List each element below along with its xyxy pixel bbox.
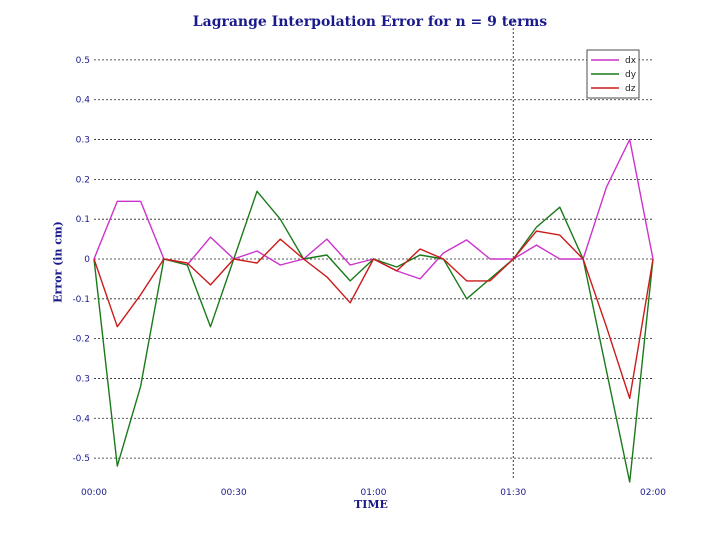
y-tick-label: -0.4 — [72, 414, 90, 424]
x-tick-label: 01:00 — [361, 488, 387, 498]
y-tick-label: 0 — [84, 255, 90, 265]
x-tick-label: 00:00 — [81, 488, 107, 498]
legend-label-dz: dz — [625, 84, 636, 94]
series-line-dx — [93, 138, 654, 280]
y-tick-label: 0.3 — [76, 374, 90, 384]
y-tick-label: 0.5 — [76, 56, 90, 66]
chart-title: Lagrange Interpolation Error for n = 9 t… — [192, 14, 548, 30]
y-tick-label: 0.4 — [76, 96, 91, 106]
legend-label-dy: dy — [625, 70, 637, 80]
x-axis-label: TIME — [354, 498, 388, 511]
y-tick-label: 0.1 — [76, 215, 90, 225]
series-line-dz — [93, 230, 654, 400]
x-tick-label: 00:30 — [221, 488, 247, 498]
y-tick-label: -0.5 — [72, 454, 90, 464]
x-tick-label: 02:00 — [640, 488, 666, 498]
y-tick-label: 0.2 — [76, 175, 90, 185]
legend-label-dx: dx — [625, 56, 637, 66]
y-tick-label: -0.1 — [72, 295, 90, 305]
y-tick-label: 0.3 — [76, 136, 90, 146]
x-tick-label: 01:30 — [500, 488, 526, 498]
series-line-dy — [93, 190, 654, 483]
y-tick-label: -0.2 — [72, 335, 90, 345]
